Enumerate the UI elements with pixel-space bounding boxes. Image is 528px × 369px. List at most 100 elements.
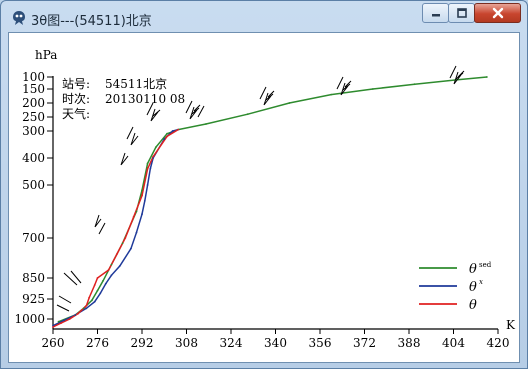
time-value: 20130110 08 (105, 92, 185, 106)
y-tick-label: 300 (22, 124, 45, 138)
data-point (149, 167, 152, 170)
wind-barb (120, 152, 129, 166)
x-axis-ticks: 260 276 292 308 324 340 356 372 388 404 420 (42, 329, 510, 350)
data-point (141, 194, 143, 197)
data-point (141, 189, 143, 192)
data-point (63, 319, 66, 322)
close-button[interactable] (474, 3, 521, 23)
maximize-icon (456, 8, 467, 18)
data-point (96, 289, 99, 292)
data-point (74, 314, 77, 316)
data-point (82, 307, 85, 310)
station-value: 54511北京 (105, 77, 167, 91)
data-point (371, 88, 374, 90)
legend-sup-theta-sed: sed (479, 261, 492, 269)
data-point (413, 83, 416, 86)
series-line (52, 128, 179, 328)
maximize-button[interactable] (448, 3, 475, 23)
legend-label-theta-sed: θ (469, 262, 477, 277)
wind-barb (126, 126, 139, 146)
x-tick-label: 356 (309, 336, 332, 350)
legend-sup-theta-x: x (479, 278, 483, 286)
x-tick-label: 340 (264, 336, 287, 350)
x-tick-label: 292 (131, 336, 154, 350)
y-tick-label: 925 (22, 292, 45, 306)
station-info: 站号: 54511北京 时次: 20130110 08 天气: (62, 77, 185, 121)
data-point (146, 184, 149, 186)
window-title: 3θ图---(54511)北京 (31, 14, 152, 29)
data-point (485, 76, 488, 78)
weather-label: 天气: (62, 106, 90, 121)
wind-barb (449, 65, 465, 85)
data-point (146, 167, 149, 170)
data-point (129, 247, 132, 250)
data-point (57, 320, 60, 323)
three-theta-chart: hPa K 站号: 54511北京 时次: 20130110 08 天气: 10… (14, 48, 516, 350)
data-point (118, 265, 121, 267)
data-point (110, 274, 113, 277)
wind-barb (336, 76, 352, 96)
app-icon (13, 11, 25, 25)
data-point (166, 135, 168, 138)
data-point (152, 157, 155, 159)
data-point (88, 296, 91, 299)
chart-area: hPa K 站号: 54511北京 时次: 20130110 08 天气: 10… (8, 32, 520, 363)
data-point (143, 200, 146, 202)
title-bar[interactable]: 3θ图---(54511)北京 (1, 1, 527, 35)
x-tick-label: 260 (42, 336, 65, 350)
y-tick-label: 1000 (14, 312, 45, 326)
data-point (68, 318, 71, 320)
data-point (146, 162, 149, 165)
data-point (77, 312, 79, 315)
data-point (60, 322, 63, 324)
data-point (121, 242, 124, 245)
minimize-icon (431, 14, 440, 17)
y-tick-label: 150 (22, 82, 45, 96)
data-point (135, 231, 138, 234)
data-point (124, 237, 127, 239)
data-point (85, 307, 88, 310)
wind-barb (259, 86, 275, 106)
y-tick-label: 200 (22, 96, 45, 110)
data-point (104, 282, 107, 285)
wind-barb (56, 295, 72, 312)
legend-label-theta: θ (469, 298, 477, 313)
data-point (152, 155, 155, 158)
wind-barb (185, 100, 205, 120)
data-point (177, 128, 180, 131)
legend: θ sed θ x θ (419, 261, 492, 313)
wind-barb (63, 270, 82, 286)
minimize-button[interactable] (422, 3, 449, 23)
data-point (102, 279, 104, 282)
data-point (93, 284, 96, 286)
data-point (166, 132, 168, 135)
y-axis-unit: hPa (35, 48, 57, 62)
y-tick-label: 850 (22, 271, 45, 285)
data-point (246, 113, 249, 116)
station-label: 站号: (62, 77, 90, 91)
y-tick-label: 100 (22, 70, 45, 84)
wind-barb (146, 102, 161, 122)
data-point (52, 326, 54, 328)
x-tick-label: 420 (487, 336, 510, 350)
data-point (141, 213, 143, 216)
data-point (96, 277, 99, 279)
legend-label-theta-x: θ (469, 280, 477, 295)
series-points (52, 76, 488, 328)
y-tick-label: 500 (22, 178, 45, 192)
series-line (58, 76, 487, 323)
caption-buttons (422, 3, 521, 25)
x-tick-label: 372 (353, 336, 376, 350)
data-point (107, 269, 110, 271)
data-point (116, 253, 118, 255)
x-tick-label: 404 (442, 336, 465, 350)
data-point (99, 292, 102, 295)
x-tick-label: 388 (398, 336, 421, 350)
series-line (52, 128, 179, 327)
data-point (205, 123, 207, 125)
x-tick-label: 324 (220, 336, 243, 350)
data-point (93, 300, 96, 303)
data-point (110, 263, 113, 266)
